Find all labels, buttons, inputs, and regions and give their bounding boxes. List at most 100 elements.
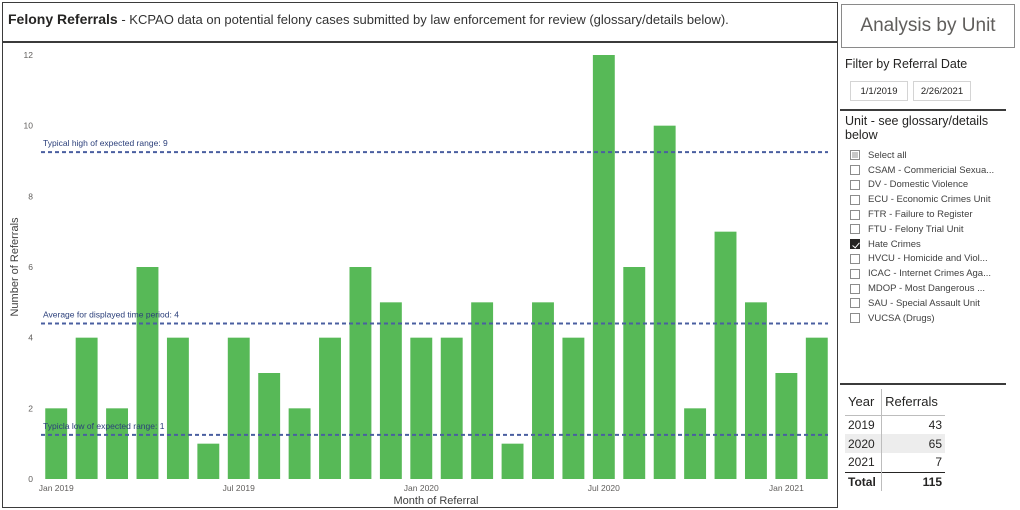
unit-checkbox-label: VUCSA (Drugs) (868, 312, 935, 324)
checkbox-icon[interactable] (850, 194, 860, 205)
unit-checkbox-item[interactable]: ECU - Economic Crimes Unit (850, 192, 1008, 207)
cell-referrals: 65 (881, 434, 945, 453)
date-end-input[interactable]: 2/26/2021 (913, 81, 971, 101)
reference-line-label: Typicla low of expected range: 1 (43, 421, 165, 431)
unit-checkbox-item[interactable]: FTR - Failure to Register (850, 207, 1008, 222)
unit-checkbox-item[interactable]: MDOP - Most Dangerous ... (850, 281, 1008, 296)
unit-checkbox-label: ICAC - Internet Crimes Aga... (868, 268, 992, 280)
bar (288, 408, 311, 479)
bar (258, 373, 281, 479)
bar (592, 55, 615, 479)
checkbox-icon[interactable] (850, 239, 860, 250)
bar (45, 408, 68, 479)
checkbox-icon[interactable] (850, 165, 860, 176)
chart-title: Felony Referrals - KCPAO data on potenti… (3, 3, 837, 43)
y-tick-label: 8 (28, 191, 33, 201)
checkbox-icon[interactable] (850, 313, 860, 324)
bar (197, 443, 220, 479)
reference-line-label: Typical high of expected range: 9 (43, 138, 168, 148)
table-header-row: Year Referrals (845, 389, 945, 416)
bar (805, 337, 828, 479)
bar (136, 267, 159, 479)
x-tick-label: Jul 2020 (588, 483, 620, 493)
unit-checkbox-label: ECU - Economic Crimes Unit (868, 194, 991, 206)
unit-checkbox-label: SAU - Special Assault Unit (868, 297, 980, 309)
unit-checkbox-label: MDOP - Most Dangerous ... (868, 283, 986, 295)
divider (840, 383, 1006, 385)
bar (319, 337, 341, 479)
cell-referrals: 7 (881, 453, 945, 472)
unit-checkbox-item[interactable]: HVCU - Homicide and Viol... (850, 252, 1008, 267)
cell-referrals: 43 (881, 415, 945, 434)
table-row: 2020 65 (845, 434, 945, 453)
cell-year: 2021 (848, 455, 875, 470)
checkbox-icon[interactable] (850, 298, 860, 309)
chart-panel: Felony Referrals - KCPAO data on potenti… (2, 2, 838, 508)
divider (840, 109, 1006, 111)
bar (410, 337, 433, 479)
unit-checkbox-item[interactable]: DV - Domestic Violence (850, 178, 1008, 193)
column-header-year[interactable]: Year (845, 389, 882, 416)
bar (744, 302, 767, 479)
column-header-referrals[interactable]: Referrals (881, 389, 945, 416)
total-value: 115 (881, 471, 945, 491)
unit-checkbox-label: HVCU - Homicide and Viol... (868, 253, 988, 265)
bar (379, 302, 402, 479)
unit-checkbox-item[interactable]: ICAC - Internet Crimes Aga... (850, 266, 1008, 281)
unit-checkbox-label: CSAM - Commericial Sexua... (868, 164, 995, 176)
date-start-input[interactable]: 1/1/2019 (850, 81, 908, 101)
unit-checkbox-item[interactable]: Hate Crimes (850, 237, 1008, 252)
table-row: 2021 7 (845, 453, 945, 472)
unit-checkbox-label: FTU - Felony Trial Unit (868, 223, 964, 235)
right-panel: Analysis by Unit Filter by Referral Date… (840, 2, 1018, 508)
y-tick-label: 4 (28, 333, 33, 343)
unit-checkbox-item[interactable]: FTU - Felony Trial Unit (850, 222, 1008, 237)
unit-checkbox-item[interactable]: VUCSA (Drugs) (850, 311, 1008, 326)
bar (471, 302, 494, 479)
y-tick-label: 12 (24, 50, 34, 60)
table-row: 2019 43 (845, 415, 945, 434)
year-referrals-table: Year Referrals 2019 43 2020 65 2021 7 To… (845, 389, 945, 491)
bar (166, 337, 189, 479)
bar (775, 373, 798, 479)
bar (623, 267, 646, 479)
x-tick-label: Jan 2021 (769, 483, 804, 493)
unit-checkbox-list: Select all CSAM - Commericial Sexua... DV … (850, 148, 1008, 326)
analysis-by-unit-button[interactable]: Analysis by Unit (841, 4, 1015, 48)
bar (440, 337, 463, 479)
y-axis-title: Number of Referrals (9, 217, 21, 317)
bar (75, 337, 98, 479)
bar (532, 302, 554, 479)
bar (106, 408, 129, 479)
x-tick-label: Jan 2019 (39, 483, 74, 493)
date-filter-title: Filter by Referral Date (845, 57, 968, 71)
checkbox-icon[interactable] (850, 150, 860, 161)
checkbox-icon[interactable] (850, 224, 860, 235)
chart-title-bold: Felony Referrals (8, 11, 118, 27)
checkbox-icon[interactable] (850, 283, 860, 294)
unit-checkbox-item[interactable]: SAU - Special Assault Unit (850, 296, 1008, 311)
total-label: Total (845, 471, 882, 491)
bar (714, 231, 737, 479)
unit-checkbox-label: DV - Domestic Violence (868, 179, 969, 191)
bar (349, 267, 372, 479)
cell-year: 2020 (845, 434, 882, 453)
unit-checkbox-item[interactable]: CSAM - Commericial Sexua... (850, 163, 1008, 178)
reference-line-label: Average for displayed time period: 4 (43, 310, 179, 320)
x-tick-label: Jul 2019 (223, 483, 255, 493)
y-tick-label: 0 (28, 474, 33, 484)
checkbox-icon[interactable] (850, 268, 860, 279)
y-tick-label: 2 (28, 403, 33, 413)
unit-checkbox-label: FTR - Failure to Register (868, 209, 973, 221)
checkbox-icon[interactable] (850, 209, 860, 220)
cell-year: 2019 (848, 417, 875, 432)
unit-checkbox-label: Select all (868, 149, 907, 161)
checkbox-icon[interactable] (850, 253, 860, 264)
table-total-row: Total 115 (845, 471, 945, 491)
x-axis-title: Month of Referral (394, 495, 479, 507)
y-tick-label: 6 (28, 262, 33, 272)
unit-checkbox-item[interactable]: Select all (850, 148, 1008, 163)
bar (684, 408, 707, 479)
x-tick-label: Jan 2020 (404, 483, 439, 493)
checkbox-icon[interactable] (850, 179, 860, 190)
